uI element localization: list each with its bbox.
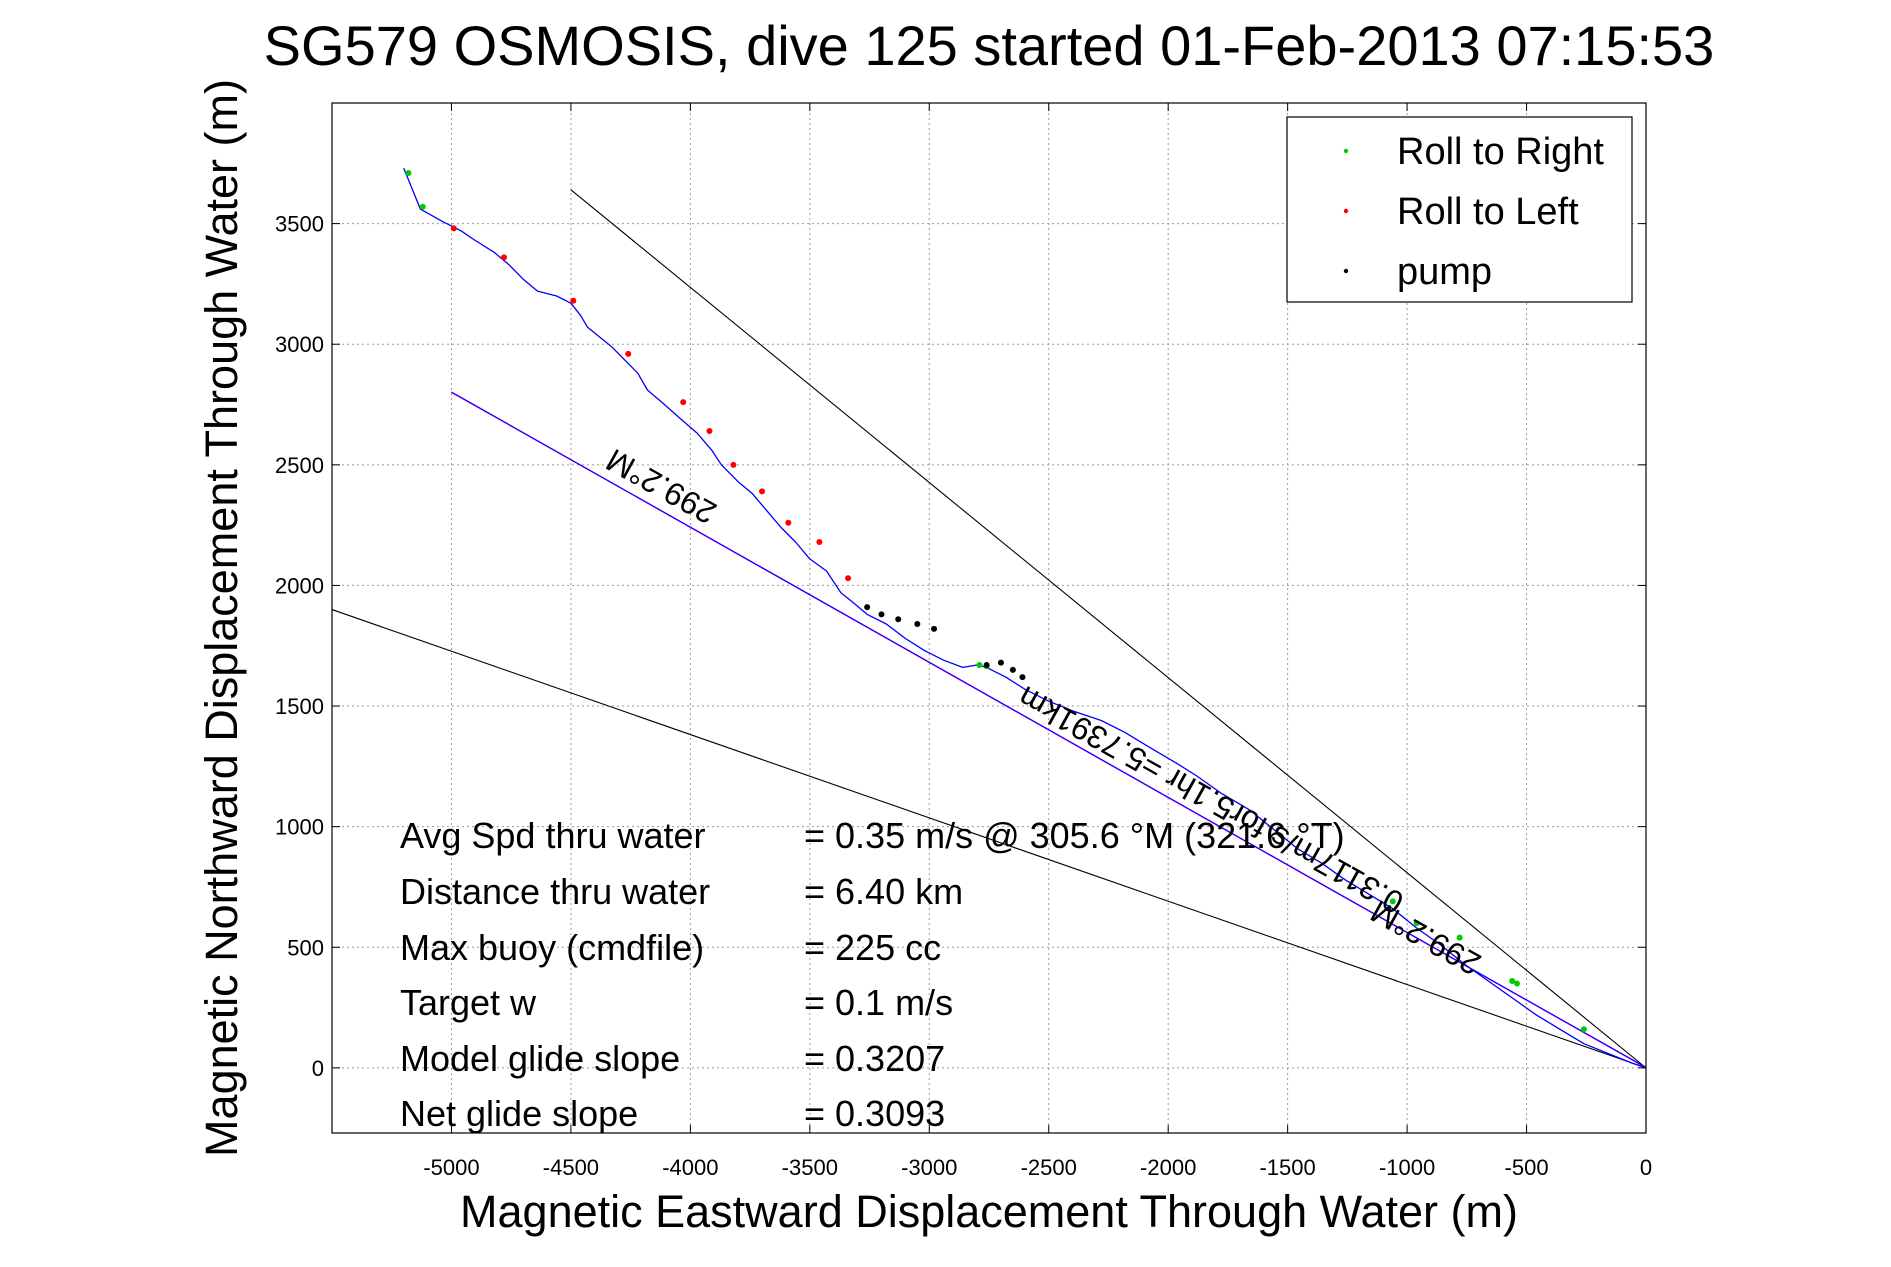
roll-pump-markers: [405, 169, 1587, 1033]
x-tick-label: -1000: [1379, 1155, 1435, 1180]
roll-left-point: [730, 461, 737, 468]
reference-line-3: [451, 391, 1647, 1068]
stat-value: = 0.3093: [804, 1093, 945, 1134]
legend-marker: [1343, 208, 1349, 214]
chart-title: SG579 OSMOSIS, dive 125 started 01-Feb-2…: [264, 14, 1715, 77]
pump-point: [878, 611, 885, 618]
x-tick-label: -500: [1505, 1155, 1549, 1180]
plot-frame: [331, 102, 1647, 1134]
legend-marker: [1343, 148, 1349, 154]
reference-line-0: [570, 189, 1647, 1069]
x-tick-label: -5000: [423, 1155, 479, 1180]
stat-value: = 0.1 m/s: [804, 982, 953, 1023]
y-tick-label: 1500: [275, 694, 324, 719]
roll-left-point: [625, 350, 632, 357]
pump-point: [914, 621, 921, 628]
reference-lines: [331, 189, 1647, 1069]
track-line: [403, 167, 1647, 1069]
y-tick-label: 2500: [275, 453, 324, 478]
pump-point: [895, 616, 902, 623]
pump-point: [931, 625, 938, 632]
stat-label: Net glide slope: [400, 1093, 638, 1134]
pump-point: [1019, 674, 1026, 681]
pump-point: [864, 604, 871, 611]
x-tick-label: -2000: [1140, 1155, 1196, 1180]
roll-left-point: [845, 575, 852, 582]
roll-right-point: [1389, 898, 1396, 905]
stat-label: Distance thru water: [400, 871, 710, 912]
roll-right-point: [976, 662, 983, 669]
roll-left-point: [759, 488, 766, 495]
roll-right-point: [419, 203, 426, 210]
stat-label: Model glide slope: [400, 1038, 680, 1079]
y-tick-label: 3000: [275, 332, 324, 357]
pump-point: [997, 659, 1004, 666]
track-series: [403, 167, 1647, 1069]
roll-left-point: [706, 428, 713, 435]
x-tick-label: -3000: [901, 1155, 957, 1180]
stat-value: = 0.3207: [804, 1038, 945, 1079]
roll-right-point: [1513, 980, 1520, 987]
x-tick-label: -1500: [1259, 1155, 1315, 1180]
x-tick-label: -3500: [782, 1155, 838, 1180]
legend: Roll to Right Roll to Left pump: [1286, 116, 1633, 303]
x-tick-label: -4000: [662, 1155, 718, 1180]
legend-label: Roll to Left: [1397, 191, 1579, 233]
roll-right-point: [1456, 934, 1463, 941]
roll-right-point: [1413, 920, 1420, 927]
y-tick-label: 0: [312, 1056, 324, 1081]
x-tick-label: 0: [1640, 1155, 1652, 1180]
roll-right-point: [1509, 978, 1516, 985]
x-tick-label: -4500: [543, 1155, 599, 1180]
stats-block: Avg Spd thru water = 0.35 m/s @ 305.6 °M …: [400, 815, 1345, 1134]
x-tick-label: -2500: [1021, 1155, 1077, 1180]
reference-line-1: [331, 609, 1647, 1069]
legend-label: Roll to Right: [1397, 131, 1604, 173]
legend-marker: [1343, 268, 1349, 274]
stat-value: = 225 cc: [804, 927, 941, 968]
roll-left-point: [680, 399, 687, 406]
legend-label: pump: [1397, 251, 1492, 293]
pump-point: [983, 662, 990, 669]
roll-left-point: [501, 254, 508, 261]
y-axis-label: Magnetic Northward Displacement Through …: [196, 79, 247, 1157]
roll-right-point: [405, 169, 412, 176]
roll-left-point: [450, 225, 457, 232]
roll-left-point: [570, 297, 577, 304]
roll-right-point: [1580, 1026, 1587, 1033]
y-tick-label: 500: [287, 935, 324, 960]
axis-ticks: -5000 -4500 -4000 -3500 -3000 -2500 -2000 -1500…: [275, 103, 1652, 1180]
x-axis-label: Magnetic Eastward Displacement Through W…: [460, 1186, 1518, 1237]
pump-point: [1009, 666, 1016, 673]
y-tick-label: 2000: [275, 573, 324, 598]
stat-value: = 6.40 km: [804, 871, 963, 912]
stat-label: Max buoy (cmdfile): [400, 927, 704, 968]
stat-label: Target w: [400, 982, 537, 1023]
roll-left-point: [816, 539, 823, 546]
stat-value: = 0.35 m/s @ 305.6 °M (321.6 °T): [804, 815, 1345, 856]
stat-label: Avg Spd thru water: [400, 815, 706, 856]
y-tick-label: 1000: [275, 815, 324, 840]
y-tick-label: 3500: [275, 212, 324, 237]
roll-left-point: [785, 519, 792, 526]
